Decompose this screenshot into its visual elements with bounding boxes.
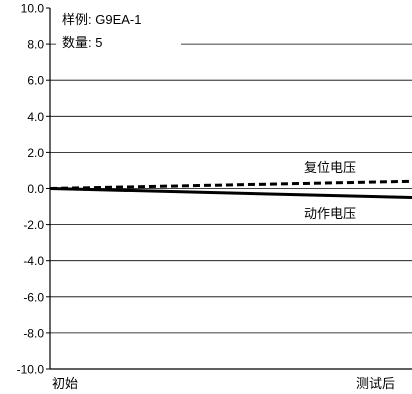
y-tick-label: 6.0 xyxy=(27,74,44,88)
y-tick-label: -6.0 xyxy=(23,290,44,304)
series-line-reset-voltage xyxy=(49,179,412,190)
y-tick-label: -2.0 xyxy=(23,218,44,232)
y-tick-label: -4.0 xyxy=(23,254,44,268)
series-lines xyxy=(49,179,412,200)
y-axis-ticks: 10.0 8.0 6.0 4.0 2.0 0.0 -2.0 -4.0 -6.0 -8.0 -10.0 xyxy=(17,2,50,377)
series-label-operate-voltage: 动作电压 xyxy=(304,206,356,221)
y-tick-label: 8.0 xyxy=(27,38,44,52)
legend-sample: 样例: G9EA-1 xyxy=(62,12,141,27)
series-label-reset-voltage: 复位电压 xyxy=(304,160,356,175)
legend-count: 数量: 5 xyxy=(62,35,102,50)
y-tick-label: 10.0 xyxy=(21,2,45,16)
legend-box xyxy=(56,8,181,52)
series-line-operate-voltage xyxy=(49,187,412,200)
y-tick-label: 0.0 xyxy=(27,182,44,196)
y-tick-label: 2.0 xyxy=(27,146,44,160)
y-tick-label: -8.0 xyxy=(23,326,44,340)
x-tick-label-initial: 初始 xyxy=(52,376,78,391)
y-tick-label: -10.0 xyxy=(17,363,45,377)
y-tick-label: 4.0 xyxy=(27,110,44,124)
x-tick-label-after-test: 测试后 xyxy=(356,376,395,391)
